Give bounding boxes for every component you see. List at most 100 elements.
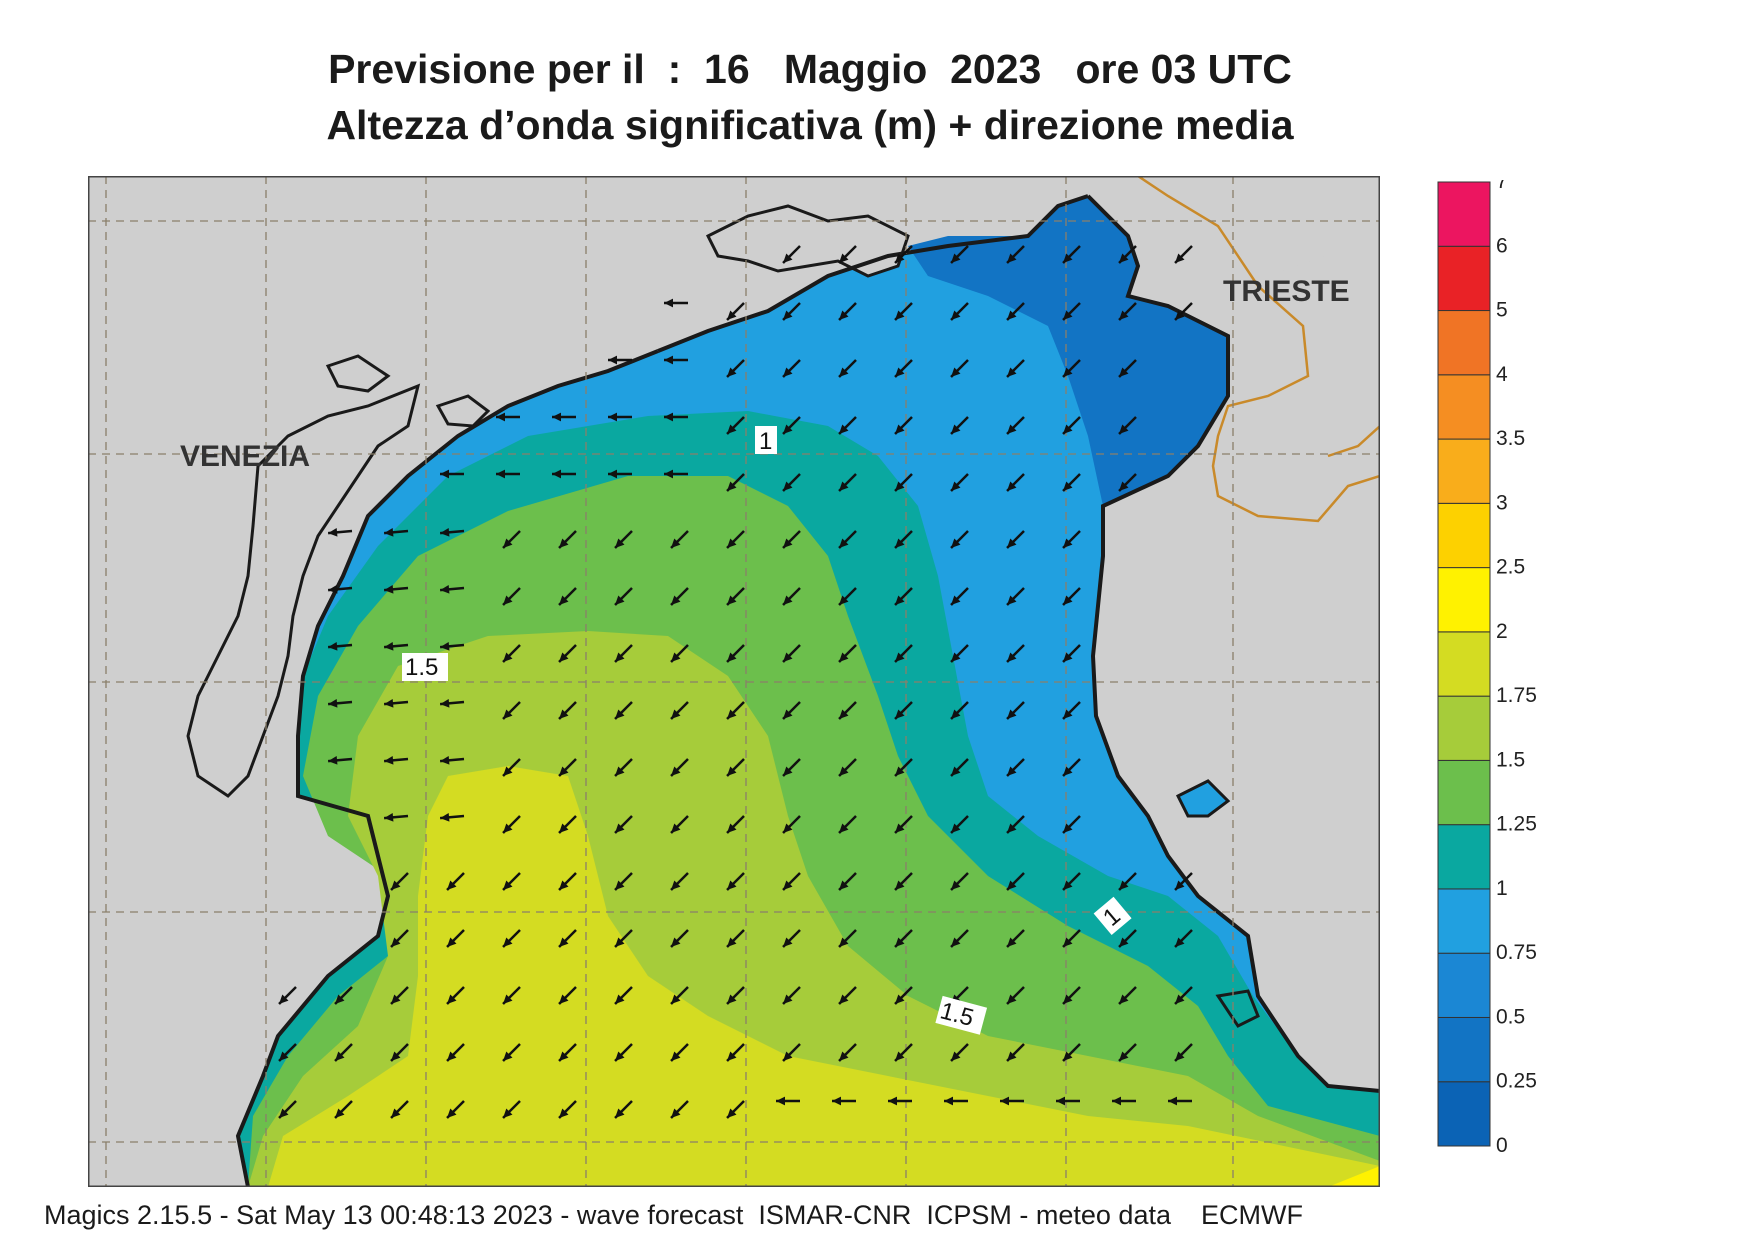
wave-arrowhead <box>1007 766 1017 776</box>
wave-arrowhead <box>783 1051 793 1061</box>
wave-arrowhead <box>727 1108 737 1118</box>
wave-arrowhead <box>951 253 961 263</box>
colorbar-swatch <box>1437 824 1491 890</box>
wave-arrowhead <box>608 412 618 422</box>
city-label-trieste: TRIESTE <box>1223 275 1350 308</box>
wave-arrowhead <box>895 481 905 491</box>
wave-arrowhead <box>671 709 681 719</box>
wave-arrowhead <box>895 937 905 947</box>
wave-arrowhead <box>839 937 849 947</box>
istria-bay <box>1215 989 1260 1028</box>
wave-arrowhead <box>503 994 513 1004</box>
colorbar-tick-label: 1.75 <box>1496 684 1537 707</box>
wave-arrowhead <box>783 880 793 890</box>
wave-arrowhead <box>664 412 674 422</box>
wave-arrowhead <box>1175 310 1185 320</box>
wave-arrowhead <box>384 584 394 594</box>
wave-arrowhead <box>615 766 625 776</box>
wave-arrowhead <box>1007 880 1017 890</box>
wave-arrowhead <box>391 1108 401 1118</box>
wave-arrowhead <box>1119 253 1129 263</box>
wave-arrowhead <box>328 641 338 651</box>
wave-arrowhead <box>615 538 625 548</box>
grado-lagoon <box>705 204 910 278</box>
colorbar-tick-label: 0 <box>1496 1134 1508 1157</box>
wave-arrowhead <box>503 652 513 662</box>
colorbar-tick-label: 4 <box>1496 363 1508 386</box>
wave-arrowhead <box>951 709 961 719</box>
country-border <box>1137 176 1380 523</box>
wave-arrowhead <box>727 880 737 890</box>
wave-arrowhead <box>1119 367 1129 377</box>
wave-arrowhead <box>1119 880 1129 890</box>
country-border <box>1327 425 1380 458</box>
wave-height-map: 1 1.5 1 1.5 VENEZIA TRIESTE <box>88 176 1380 1187</box>
wave-arrowhead <box>839 994 849 1004</box>
wave-arrowhead <box>391 880 401 890</box>
wave-arrowhead <box>727 937 737 947</box>
wave-arrowhead <box>440 527 450 537</box>
wave-arrowhead <box>671 766 681 776</box>
wave-arrowhead <box>440 755 450 765</box>
wave-arrowhead <box>335 994 345 1004</box>
wave-arrowhead <box>1007 823 1017 833</box>
wave-arrowhead <box>783 538 793 548</box>
istria-bay <box>1175 779 1231 818</box>
coastline-north <box>657 194 1089 353</box>
footer-credits: Magics 2.15.5 - Sat May 13 00:48:13 2023… <box>44 1200 1303 1230</box>
wave-arrowhead <box>615 880 625 890</box>
wave-arrowhead <box>839 1051 849 1061</box>
wave-arrowhead <box>503 595 513 605</box>
wave-arrowhead <box>440 698 450 708</box>
wave-arrowhead <box>671 652 681 662</box>
wave-arrowhead <box>615 1108 625 1118</box>
map-title: Previsione per il : 16 Maggio 2023 ore 0… <box>328 46 1292 92</box>
wave-arrowhead <box>664 469 674 479</box>
wave-arrowhead <box>727 709 737 719</box>
wave-arrowhead <box>671 880 681 890</box>
colorbar-tick-label: 2.5 <box>1496 556 1525 579</box>
wave-arrowhead <box>335 1108 345 1118</box>
wave-arrowhead <box>503 709 513 719</box>
wave-arrowhead <box>1063 880 1073 890</box>
wave-arrowhead <box>1063 709 1073 719</box>
wave-arrowhead <box>1063 424 1073 434</box>
wave-arrowhead <box>328 584 338 594</box>
wave-arrowhead <box>552 469 562 479</box>
wave-arrowhead <box>1063 766 1073 776</box>
wave-arrowhead <box>1119 310 1129 320</box>
wave-arrowhead <box>559 1108 569 1118</box>
wave-arrowhead <box>391 994 401 1004</box>
wave-arrowhead <box>1063 595 1073 605</box>
wave-arrowhead <box>671 1108 681 1118</box>
wave-arrowhead <box>895 538 905 548</box>
wave-arrowhead <box>1119 1051 1129 1061</box>
wave-arrowhead <box>447 1051 457 1061</box>
wave-arrowhead <box>951 766 961 776</box>
wave-arrowhead <box>951 538 961 548</box>
wave-arrowhead <box>1175 937 1185 947</box>
wave-arrowhead <box>503 937 513 947</box>
wave-arrowhead <box>839 253 849 263</box>
wave-arrowhead <box>727 310 737 320</box>
wave-arrowhead <box>559 538 569 548</box>
wave-arrowhead <box>503 1051 513 1061</box>
wave-arrowhead <box>1007 253 1017 263</box>
wave-arrowhead <box>1007 424 1017 434</box>
colorbar-swatch <box>1437 631 1491 697</box>
wave-arrowhead <box>503 1108 513 1118</box>
wave-arrowhead <box>895 823 905 833</box>
wave-arrowhead <box>727 823 737 833</box>
lagoon-island <box>325 354 391 393</box>
wave-arrowhead <box>727 481 737 491</box>
wave-arrowhead <box>839 823 849 833</box>
wave-arrowhead <box>1063 994 1073 1004</box>
wave-arrowhead <box>664 298 674 308</box>
wave-arrowhead <box>783 424 793 434</box>
wave-arrowhead <box>1063 823 1073 833</box>
wave-arrowhead <box>832 1096 842 1106</box>
colorbar-swatch <box>1437 374 1491 440</box>
wave-arrowhead <box>1112 1096 1122 1106</box>
svg-text:1.5: 1.5 <box>405 654 438 681</box>
wave-direction-arrows <box>278 245 1193 1119</box>
